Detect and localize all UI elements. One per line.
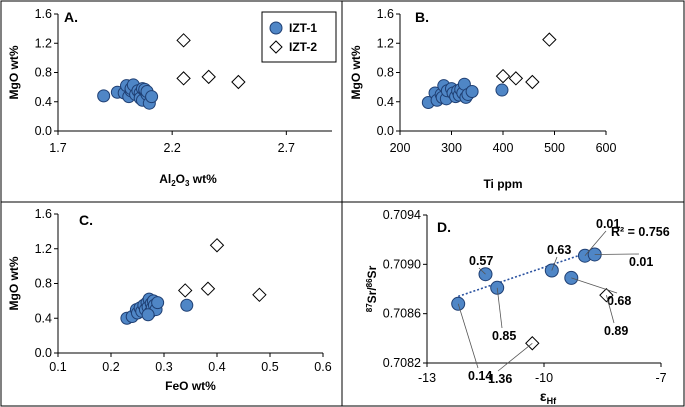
- x-tick-label: 0.2: [102, 360, 119, 374]
- point-label: 0.63: [547, 243, 571, 257]
- y-tick-label: 0.8: [35, 277, 52, 291]
- izt2-point: [525, 74, 540, 90]
- point-label: 0.68: [607, 294, 631, 308]
- point-label: 0.85: [492, 329, 516, 343]
- y-tick-label: 0.4: [35, 95, 52, 109]
- izt1-point: [180, 298, 194, 312]
- izt2-point: [177, 283, 193, 298]
- r-squared-label: R² = 0.756: [611, 225, 670, 239]
- point-label: 0.57: [469, 254, 493, 268]
- y-tick-label: 1.2: [35, 36, 52, 50]
- y-tick-label: 1.2: [377, 36, 394, 50]
- trendline: [457, 248, 597, 298]
- x-tick-label: 500: [544, 141, 565, 155]
- y-tick-label: 1.6: [35, 207, 52, 221]
- x-tick-label: 1.7: [49, 141, 66, 155]
- y-tick-label: 0.7086: [383, 307, 421, 321]
- y-tick-label: 0.0: [377, 124, 394, 138]
- izt1-point: [145, 90, 159, 104]
- legend-izt1-marker: [269, 21, 283, 35]
- x-tick-label: 200: [390, 141, 411, 155]
- panel-label: A.: [64, 9, 78, 25]
- y-tick-label: 0.0: [35, 124, 52, 138]
- x-tick-label: 300: [441, 141, 462, 155]
- point-label: 0.01: [596, 217, 620, 231]
- x-axis-title: εHf: [540, 388, 557, 406]
- y-tick-label: 0.7082: [383, 356, 421, 370]
- label-leader-line: [497, 342, 533, 372]
- panel-label: B.: [415, 9, 429, 25]
- x-tick-label: 0.5: [261, 360, 278, 374]
- izt2-point: [200, 281, 216, 296]
- panel-b: 0.0 0.4 0.8 1.2 1.6 200 300 400 500 600 B. Ti ppm Mg…: [349, 7, 616, 191]
- y-tick-label: 0.8: [35, 66, 52, 80]
- legend-izt1-label: IZT-1: [289, 21, 317, 35]
- label-leader-line: [496, 287, 503, 329]
- izt2-point: [176, 71, 191, 86]
- izt2-point: [209, 238, 225, 253]
- izt1-point: [97, 89, 111, 103]
- point-label: 0.01: [629, 255, 653, 269]
- label-leader-line: [606, 295, 615, 324]
- x-tick-label: -7: [655, 371, 666, 385]
- label-leader-line: [571, 277, 618, 294]
- panel-d-frame: [341, 201, 685, 407]
- panel-d: 0.7082 0.7086 0.7090 0.7094 -13 -10 -7 D. εHf 87S…: [365, 208, 670, 406]
- legend-izt2-marker: [269, 40, 283, 54]
- x-tick-label: 0.1: [49, 360, 66, 374]
- y-tick-label: 0.4: [377, 95, 394, 109]
- izt2-point: [176, 33, 191, 48]
- point-label: 0.14: [468, 369, 492, 383]
- izt1-point: [141, 308, 155, 322]
- izt2-point: [252, 287, 267, 303]
- y-tick-label: 1.2: [35, 242, 52, 256]
- x-axis-title: FeO wt%: [165, 379, 216, 393]
- label-leader-line: [457, 303, 479, 369]
- legend-izt2-label: IZT-2: [289, 40, 317, 54]
- point-label: 0.89: [604, 324, 628, 338]
- panel-a: 0.0 0.4 0.8 1.2 1.6 1.7 2.2 2.7 A. Al2O3 wt% MgO w…: [7, 7, 332, 188]
- y-tick-label: 0.7094: [383, 208, 421, 222]
- panel-label: D.: [437, 219, 451, 235]
- izt1-point: [495, 83, 509, 97]
- x-tick-label: -13: [418, 371, 436, 385]
- y-tick-label: 1.6: [35, 7, 52, 21]
- x-tick-label: 600: [596, 141, 617, 155]
- legend: IZT-1 IZT-2: [261, 11, 337, 63]
- x-tick-label: 2.7: [278, 141, 295, 155]
- y-axis-title: MgO wt%: [7, 45, 21, 99]
- izt1-point: [151, 296, 165, 310]
- izt2-point: [508, 71, 524, 86]
- izt2-point: [201, 69, 216, 85]
- panel-c: 0.0 0.4 0.8 1.2 1.6 0.1 0.2 0.3 0.4 0.5 0.6 C. FeO w…: [7, 207, 332, 393]
- label-leader-line: [478, 267, 486, 275]
- y-tick-label: 0.8: [377, 66, 394, 80]
- izt2-point: [542, 32, 557, 47]
- x-axis-title: Al2O3 wt%: [159, 172, 217, 188]
- point-label: 1.36: [488, 372, 512, 386]
- izt2-point: [231, 74, 246, 90]
- izt1-point: [465, 85, 479, 99]
- x-tick-label: 400: [493, 141, 514, 155]
- label-leader-line: [551, 256, 558, 271]
- x-tick-label: 0.4: [208, 360, 225, 374]
- x-tick-label: 0.3: [155, 360, 172, 374]
- y-tick-label: 0.0: [35, 346, 52, 360]
- y-tick-label: 1.6: [377, 7, 394, 21]
- legend-box: [261, 11, 337, 63]
- y-tick-label: 0.7090: [383, 257, 421, 271]
- y-tick-label: 0.4: [35, 311, 52, 325]
- izt2-point: [495, 68, 511, 84]
- y-axis-title: MgO wt%: [7, 256, 21, 310]
- x-axis-title: Ti ppm: [483, 177, 522, 191]
- x-tick-label: 0.6: [314, 360, 331, 374]
- label-leader-line: [584, 230, 607, 256]
- panel-label: C.: [79, 212, 93, 228]
- x-tick-label: -10: [535, 371, 553, 385]
- x-tick-label: 2.2: [163, 141, 180, 155]
- y-axis-title: MgO wt%: [349, 45, 363, 99]
- y-axis-title: 87Sr/86Sr: [365, 265, 379, 312]
